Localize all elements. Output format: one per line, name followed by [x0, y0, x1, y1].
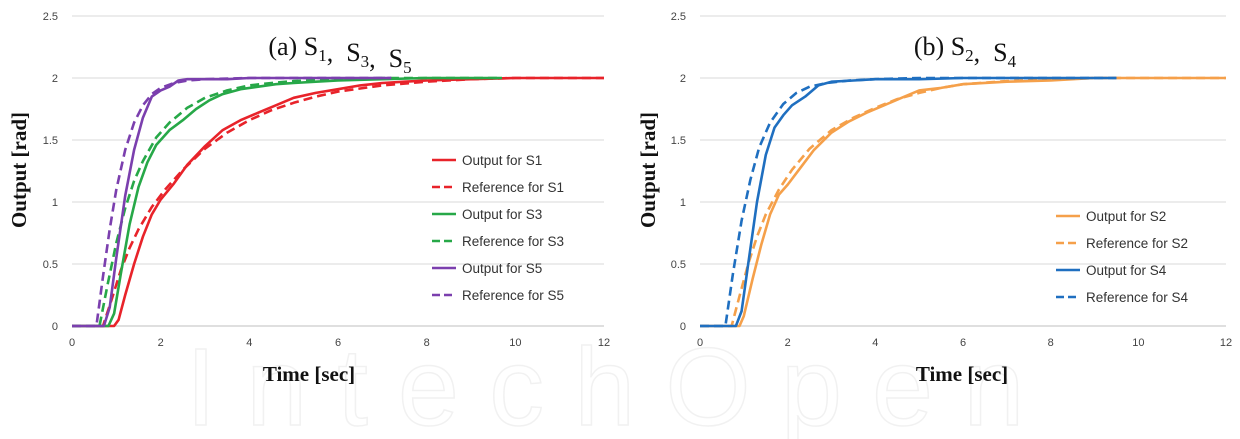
chart-a-x-tick-label: 8	[424, 337, 430, 349]
chart-b-title-subscript: 4	[1008, 52, 1017, 71]
chart-b-y-tick-label: 2.5	[671, 11, 686, 23]
chart-b-legend-label: Reference for S4	[1086, 290, 1189, 305]
chart-b-x-tick-label: 12	[1220, 337, 1232, 349]
chart-b-series-line-4	[700, 76, 1117, 328]
chart-panel-b: 00.511.522.5 0 2 4 6 8 10 12 (b) S2, S4 Output…	[636, 11, 1232, 386]
chart-a-y-tick-label: 1	[52, 197, 58, 209]
chart-a-y-tick-label: 2.5	[43, 11, 58, 23]
chart-a-title-symbol: , S	[369, 44, 403, 73]
chart-a-title-subscript: 1	[318, 46, 327, 65]
chart-a-series-line-1	[72, 76, 604, 328]
chart-b-x-ticks: 0 2 4 6 8 10 12	[697, 337, 1232, 349]
chart-b-series	[700, 76, 1226, 328]
chart-b-x-axis-label: Time [sec]	[916, 362, 1008, 386]
chart-a-x-tick-label: 2	[158, 337, 164, 349]
chart-a-title-prefix: (a)	[268, 32, 303, 61]
chart-a-series-line-4	[72, 76, 502, 328]
chart-b-title-subscript: 2	[965, 46, 974, 65]
chart-b-x-tick-label: 4	[872, 337, 878, 349]
chart-a-y-tick-label: 0.5	[43, 259, 58, 271]
chart-a-title-symbol: S	[304, 32, 318, 61]
chart-a-x-ticks: 0 2 4 6 8 10 12	[69, 337, 610, 349]
chart-a-series-line-2	[72, 76, 604, 328]
chart-a-title: (a) S1, S3, S5	[268, 32, 411, 77]
chart-a-legend-label: Output for S5	[462, 261, 542, 276]
chart-b-title-prefix: (b)	[914, 32, 951, 61]
chart-b-y-axis-label: Output [rad]	[636, 112, 660, 228]
chart-b-legend-label: Output for S4	[1086, 263, 1167, 278]
chart-b-y-tick-label: 0	[680, 321, 686, 333]
chart-a-legend: Output for S1 Reference for S1 Output for …	[432, 153, 564, 303]
chart-a-series-line-6	[72, 76, 392, 328]
chart-b-x-tick-label: 0	[697, 337, 703, 349]
chart-b-legend: Output for S2 Reference for S2 Output for …	[1056, 209, 1189, 305]
chart-a-x-tick-label: 0	[69, 337, 75, 349]
chart-b-legend-label: Output for S2	[1086, 209, 1166, 224]
chart-b-x-tick-label: 8	[1048, 337, 1054, 349]
chart-b-x-tick-label: 10	[1132, 337, 1144, 349]
chart-b-title-symbol: , S	[974, 38, 1008, 67]
chart-a-y-tick-label: 2	[52, 73, 58, 85]
watermark-logo: IntechOpen	[185, 325, 1055, 439]
watermark-text: IntechOpen	[186, 326, 1055, 439]
chart-b-x-tick-label: 2	[785, 337, 791, 349]
chart-a-x-tick-label: 6	[335, 337, 341, 349]
chart-a-legend-label: Reference for S3	[462, 234, 564, 249]
chart-b-series-line-2	[700, 76, 1226, 328]
chart-a-y-ticks: 0 0.5 1 1.5 2 2.5	[43, 11, 58, 333]
chart-b-title: (b) S2, S4	[914, 32, 1017, 71]
chart-a-legend-label: Output for S1	[462, 153, 542, 168]
chart-b-title-symbol: S	[951, 32, 965, 61]
chart-a-legend-label: Output for S3	[462, 207, 542, 222]
chart-a-series-line-5	[72, 76, 392, 328]
chart-b-x-tick-label: 6	[960, 337, 966, 349]
chart-b-y-tick-label: 0.5	[671, 259, 686, 271]
chart-a-y-axis-label: Output [rad]	[7, 112, 31, 228]
chart-a-y-tick-label: 1.5	[43, 135, 58, 147]
chart-a-y-tick-label: 0	[52, 321, 58, 333]
chart-a-series	[72, 76, 604, 328]
chart-b-y-tick-label: 1	[680, 197, 686, 209]
chart-a-legend-label: Reference for S5	[462, 288, 564, 303]
chart-b-y-ticks: 0 0.5 1 1.5 2 2.5	[671, 11, 686, 333]
chart-b-y-tick-label: 2	[680, 73, 686, 85]
chart-a-x-tick-label: 12	[598, 337, 610, 349]
chart-panel-a: 00.511.522.5 0 2 4 6 8 10 12 (a) S1, S3, S5 Ou…	[7, 11, 610, 386]
chart-a-title-subscript: 3	[361, 52, 370, 71]
chart-a-x-tick-label: 10	[509, 337, 521, 349]
chart-a-x-tick-label: 4	[246, 337, 252, 349]
chart-b-legend-label: Reference for S2	[1086, 236, 1188, 251]
chart-a-title-subscript: 5	[403, 58, 412, 77]
chart-a-title-symbol: , S	[327, 38, 361, 67]
chart-b-y-tick-label: 1.5	[671, 135, 686, 147]
chart-a-x-axis-label: Time [sec]	[263, 362, 355, 386]
chart-a-legend-label: Reference for S1	[462, 180, 564, 195]
